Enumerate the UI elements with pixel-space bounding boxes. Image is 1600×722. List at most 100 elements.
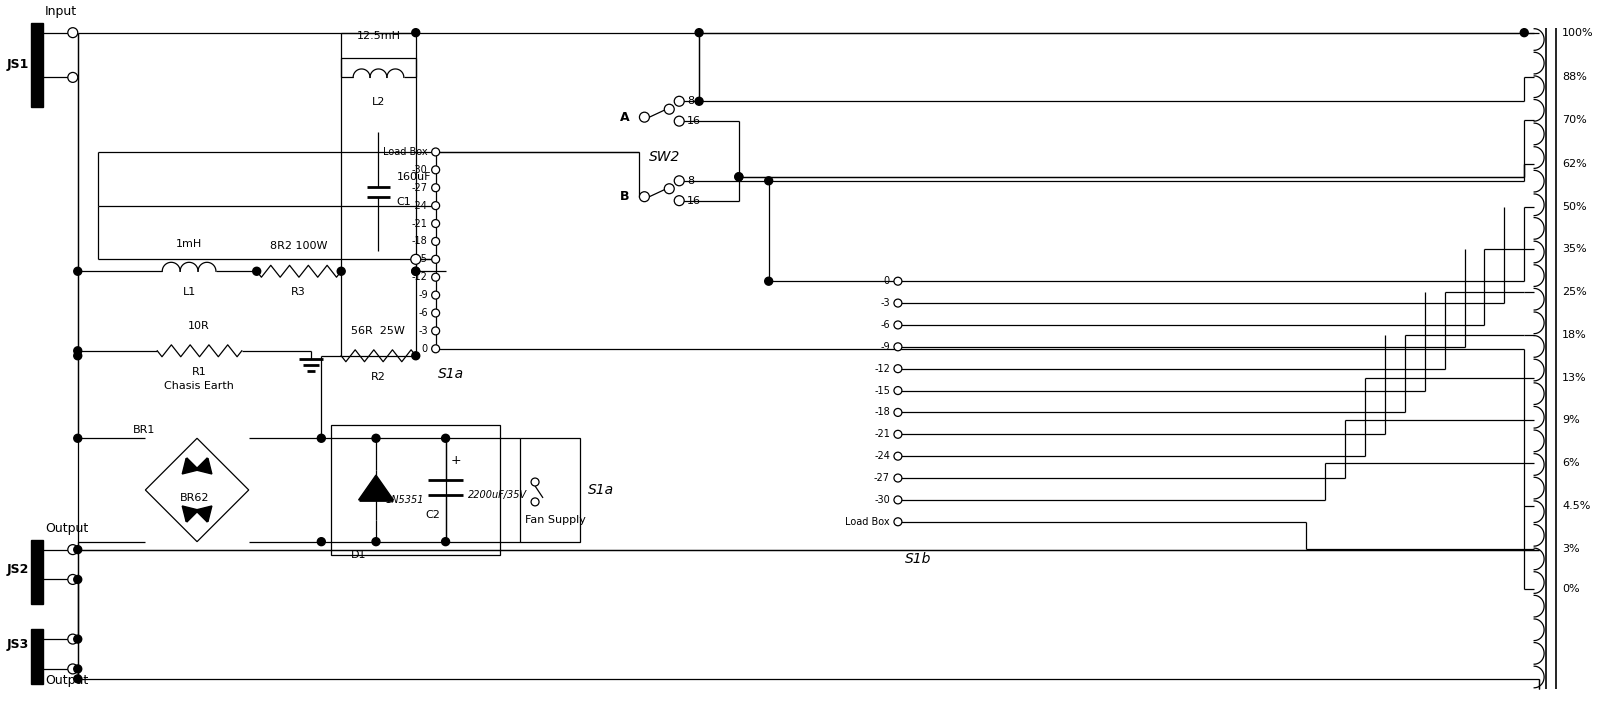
Text: 8: 8 xyxy=(686,175,694,186)
Text: -3: -3 xyxy=(880,298,890,308)
Circle shape xyxy=(442,538,450,546)
Text: Load Box: Load Box xyxy=(382,147,427,157)
Circle shape xyxy=(674,96,685,106)
Circle shape xyxy=(894,299,902,307)
Text: -18: -18 xyxy=(874,407,890,417)
Circle shape xyxy=(373,538,379,546)
Text: -9: -9 xyxy=(418,290,427,300)
Text: 100%: 100% xyxy=(1562,27,1594,38)
Text: 70%: 70% xyxy=(1562,115,1587,125)
Circle shape xyxy=(74,575,82,583)
Circle shape xyxy=(894,277,902,285)
Circle shape xyxy=(894,365,902,373)
Circle shape xyxy=(664,104,674,114)
Text: S1b: S1b xyxy=(904,552,931,565)
Circle shape xyxy=(74,546,82,554)
Circle shape xyxy=(1520,29,1528,37)
Text: 10R: 10R xyxy=(189,321,210,331)
Text: C1: C1 xyxy=(397,196,411,206)
Circle shape xyxy=(432,256,440,264)
Text: S1a: S1a xyxy=(437,367,464,380)
Polygon shape xyxy=(182,458,198,474)
Text: B: B xyxy=(621,190,629,203)
Text: 62%: 62% xyxy=(1562,159,1587,169)
Circle shape xyxy=(674,176,685,186)
Text: L2: L2 xyxy=(371,97,386,108)
Text: 0: 0 xyxy=(421,344,427,354)
Text: R3: R3 xyxy=(291,287,306,297)
Circle shape xyxy=(432,291,440,299)
Bar xyxy=(520,438,579,542)
Text: JS3: JS3 xyxy=(6,638,29,651)
Text: Output: Output xyxy=(45,522,88,535)
Text: -27: -27 xyxy=(874,473,890,483)
Circle shape xyxy=(894,343,902,351)
Text: 16: 16 xyxy=(686,196,701,206)
Text: Output: Output xyxy=(45,674,88,687)
Circle shape xyxy=(894,452,902,460)
Text: L1: L1 xyxy=(182,287,195,297)
Circle shape xyxy=(734,173,742,180)
Circle shape xyxy=(432,345,440,353)
Text: 9%: 9% xyxy=(1562,415,1579,425)
Text: R1: R1 xyxy=(192,367,206,377)
Text: 25%: 25% xyxy=(1562,287,1587,297)
Text: BR1: BR1 xyxy=(133,425,155,435)
Text: -24: -24 xyxy=(874,451,890,461)
Text: Input: Input xyxy=(45,5,77,18)
Polygon shape xyxy=(197,458,211,474)
Text: 2200uF/35V: 2200uF/35V xyxy=(467,490,526,500)
Circle shape xyxy=(765,177,773,185)
Circle shape xyxy=(432,327,440,335)
Circle shape xyxy=(894,474,902,482)
Text: -21: -21 xyxy=(411,219,427,229)
Circle shape xyxy=(664,184,674,193)
Circle shape xyxy=(894,321,902,329)
Text: 4.5%: 4.5% xyxy=(1562,501,1590,511)
Text: R2: R2 xyxy=(371,372,386,382)
Circle shape xyxy=(894,518,902,526)
Circle shape xyxy=(432,219,440,227)
Text: -9: -9 xyxy=(880,342,890,352)
Text: A: A xyxy=(619,110,629,123)
Text: Chasis Earth: Chasis Earth xyxy=(165,380,234,391)
Circle shape xyxy=(734,173,742,180)
Text: JS2: JS2 xyxy=(6,563,29,576)
Text: -12: -12 xyxy=(411,272,427,282)
Circle shape xyxy=(411,352,419,360)
Circle shape xyxy=(338,267,346,275)
Circle shape xyxy=(694,97,702,105)
Text: BR62: BR62 xyxy=(181,493,210,503)
Text: -12: -12 xyxy=(874,364,890,374)
Circle shape xyxy=(373,435,379,443)
Bar xyxy=(331,425,501,554)
Text: -27: -27 xyxy=(411,183,427,193)
Circle shape xyxy=(411,29,419,37)
Text: 12.5mH: 12.5mH xyxy=(357,30,400,40)
Text: 3%: 3% xyxy=(1562,544,1579,554)
Text: SW2: SW2 xyxy=(648,150,680,164)
Text: 8R2 100W: 8R2 100W xyxy=(270,241,328,251)
Circle shape xyxy=(694,29,702,37)
Text: 50%: 50% xyxy=(1562,201,1587,212)
Polygon shape xyxy=(197,506,211,522)
Text: 35%: 35% xyxy=(1562,244,1587,254)
Text: 6%: 6% xyxy=(1562,458,1579,468)
Text: -6: -6 xyxy=(418,308,427,318)
Text: 13%: 13% xyxy=(1562,373,1587,383)
Circle shape xyxy=(74,665,82,673)
Circle shape xyxy=(432,166,440,174)
Polygon shape xyxy=(182,506,198,522)
Circle shape xyxy=(253,267,261,275)
Text: -30: -30 xyxy=(411,165,427,175)
Circle shape xyxy=(317,538,325,546)
Bar xyxy=(30,629,43,684)
Circle shape xyxy=(67,634,78,644)
Circle shape xyxy=(894,430,902,438)
Text: -15: -15 xyxy=(411,254,427,264)
Circle shape xyxy=(74,352,82,360)
Circle shape xyxy=(640,112,650,122)
Circle shape xyxy=(432,148,440,156)
Circle shape xyxy=(765,277,773,285)
Text: 1N5351: 1N5351 xyxy=(386,495,424,505)
